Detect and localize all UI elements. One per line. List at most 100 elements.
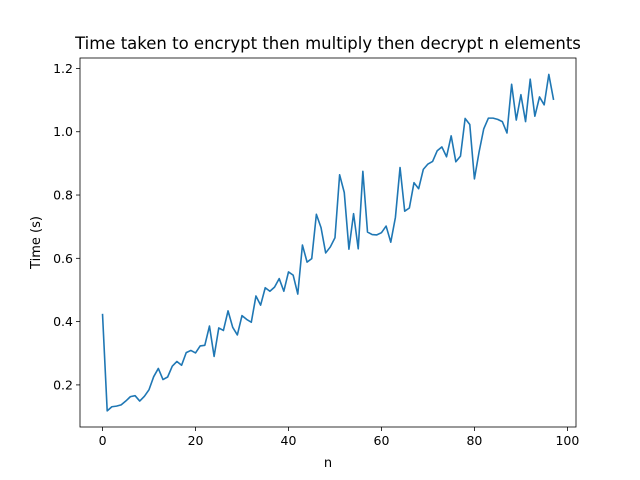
data-point <box>497 118 499 120</box>
data-point <box>408 207 410 209</box>
axes-frame <box>79 57 577 428</box>
series-line-time <box>101 73 555 412</box>
data-point <box>264 287 266 289</box>
data-point <box>302 244 304 246</box>
data-point <box>441 146 443 148</box>
data-point <box>269 290 271 292</box>
data-point <box>199 345 201 347</box>
data-point <box>209 325 211 327</box>
data-point <box>511 83 513 85</box>
data-point <box>353 213 355 215</box>
data-point <box>357 248 359 250</box>
data-point <box>436 150 438 152</box>
data-point <box>223 330 225 332</box>
data-point <box>250 321 252 323</box>
y-tick-label: 0.2 <box>53 377 73 392</box>
data-point <box>311 258 313 260</box>
data-point <box>478 151 480 153</box>
data-point <box>143 395 145 397</box>
data-point <box>171 365 173 367</box>
data-point <box>460 155 462 157</box>
y-tick-label: 1.0 <box>53 124 73 139</box>
data-point <box>130 396 132 398</box>
data-point <box>116 405 118 407</box>
data-point <box>274 286 276 288</box>
data-point <box>306 261 308 263</box>
data-point <box>204 344 206 346</box>
data-point <box>371 234 373 236</box>
data-point <box>455 161 457 163</box>
data-point <box>432 161 434 163</box>
data-point <box>181 364 183 366</box>
data-point <box>385 225 387 227</box>
data-point <box>418 188 420 190</box>
x-axis-label: n <box>324 456 332 471</box>
data-point <box>427 163 429 165</box>
data-point <box>492 117 494 119</box>
x-tick-label: 40 <box>281 433 297 448</box>
x-tick-label: 20 <box>188 433 204 448</box>
x-tick-label: 80 <box>466 433 482 448</box>
data-point <box>534 115 536 117</box>
data-point <box>376 234 378 236</box>
data-point <box>167 376 169 378</box>
data-point <box>348 248 350 250</box>
tick-layer: 0 20 40 60 80 100 0.2 0.4 0.6 0.8 1.0 1.2 <box>53 61 579 448</box>
data-point <box>446 156 448 158</box>
data-point <box>134 395 136 397</box>
data-point <box>315 213 317 215</box>
data-point <box>106 410 108 412</box>
data-point <box>422 168 424 170</box>
data-point <box>102 314 104 316</box>
data-point <box>506 132 508 134</box>
data-point <box>390 241 392 243</box>
x-tick-label: 0 <box>99 433 107 448</box>
data-point <box>553 98 555 100</box>
y-tick-label: 1.2 <box>53 61 73 76</box>
data-point <box>450 135 452 137</box>
data-point <box>227 310 229 312</box>
data-point <box>218 327 220 329</box>
data-point <box>325 252 327 254</box>
data-point <box>334 237 336 239</box>
data-point <box>162 379 164 381</box>
data-point <box>213 356 215 358</box>
data-point <box>525 121 527 123</box>
data-point <box>176 361 178 363</box>
y-axis-label: Time (s) <box>29 216 44 270</box>
data-point <box>320 227 322 229</box>
data-point <box>520 94 522 96</box>
data-point <box>501 121 503 123</box>
x-tick-label: 60 <box>374 433 390 448</box>
data-point <box>148 389 150 391</box>
data-point <box>539 96 541 98</box>
data-point <box>195 352 197 354</box>
data-point <box>399 167 401 169</box>
data-point <box>139 400 141 402</box>
data-point <box>548 74 550 76</box>
data-point <box>487 117 489 119</box>
data-point <box>381 232 383 234</box>
x-tick-label: 100 <box>555 433 579 448</box>
data-point <box>255 295 257 297</box>
data-point <box>404 210 406 212</box>
data-point <box>367 231 369 233</box>
data-point <box>469 124 471 126</box>
data-point <box>232 326 234 328</box>
data-point <box>474 178 476 180</box>
chart-title: Time taken to encrypt then multiply then… <box>74 34 581 53</box>
y-tick-label: 0.4 <box>53 314 73 329</box>
data-point <box>278 278 280 280</box>
data-point <box>529 78 531 80</box>
data-point <box>153 376 155 378</box>
data-point <box>343 192 345 194</box>
y-tick-label: 0.8 <box>53 188 73 203</box>
data-point <box>362 170 364 172</box>
data-point <box>283 290 285 292</box>
data-point <box>464 118 466 120</box>
data-point <box>329 246 331 248</box>
data-point <box>111 406 113 408</box>
